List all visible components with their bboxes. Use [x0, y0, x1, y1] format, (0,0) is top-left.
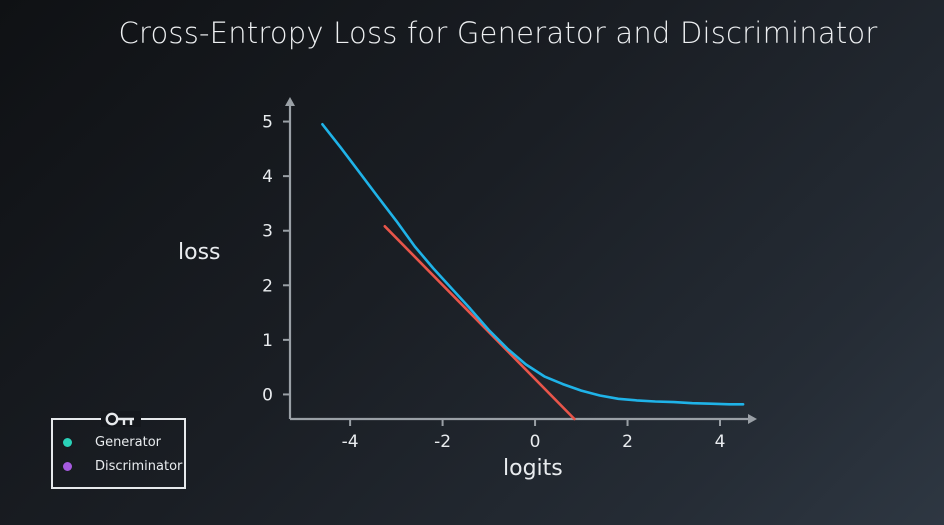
y-tick-label: 4: [262, 167, 273, 187]
y-axis-label: loss: [178, 240, 221, 265]
legend: Generator Discriminator: [51, 411, 186, 489]
ticks: -4 -2 0 2 4 0 1 2 3 4 5: [262, 113, 725, 452]
key-icon: [101, 411, 141, 427]
generator-dot-icon: [63, 438, 72, 447]
chart-title: Cross-Entropy Loss for Generator and Dis…: [118, 16, 878, 50]
x-axis-label: logits: [503, 456, 563, 481]
y-tick-label: 3: [262, 222, 273, 242]
series: [321, 123, 745, 421]
y-tick-label: 1: [262, 331, 273, 351]
x-tick-label: -4: [342, 432, 359, 452]
legend-item-discriminator: Discriminator: [63, 459, 182, 474]
x-tick-label: 2: [622, 432, 633, 452]
discriminator-loss-line: [383, 225, 576, 421]
legend-item-generator: Generator: [63, 435, 161, 450]
x-tick-label: 4: [715, 432, 726, 452]
y-tick-label: 0: [262, 385, 273, 405]
x-tick-label: -2: [434, 432, 451, 452]
y-axis-arrow: [285, 97, 295, 106]
y-tick-label: 2: [262, 276, 273, 296]
discriminator-dot-icon: [63, 462, 72, 471]
legend-label-discriminator: Discriminator: [95, 459, 183, 474]
legend-label-generator: Generator: [95, 435, 162, 450]
axes: [285, 97, 757, 424]
x-tick-label: 0: [530, 432, 541, 452]
y-tick-label: 5: [262, 113, 273, 133]
generator-loss-line: [321, 123, 745, 406]
x-axis-arrow: [748, 414, 757, 424]
